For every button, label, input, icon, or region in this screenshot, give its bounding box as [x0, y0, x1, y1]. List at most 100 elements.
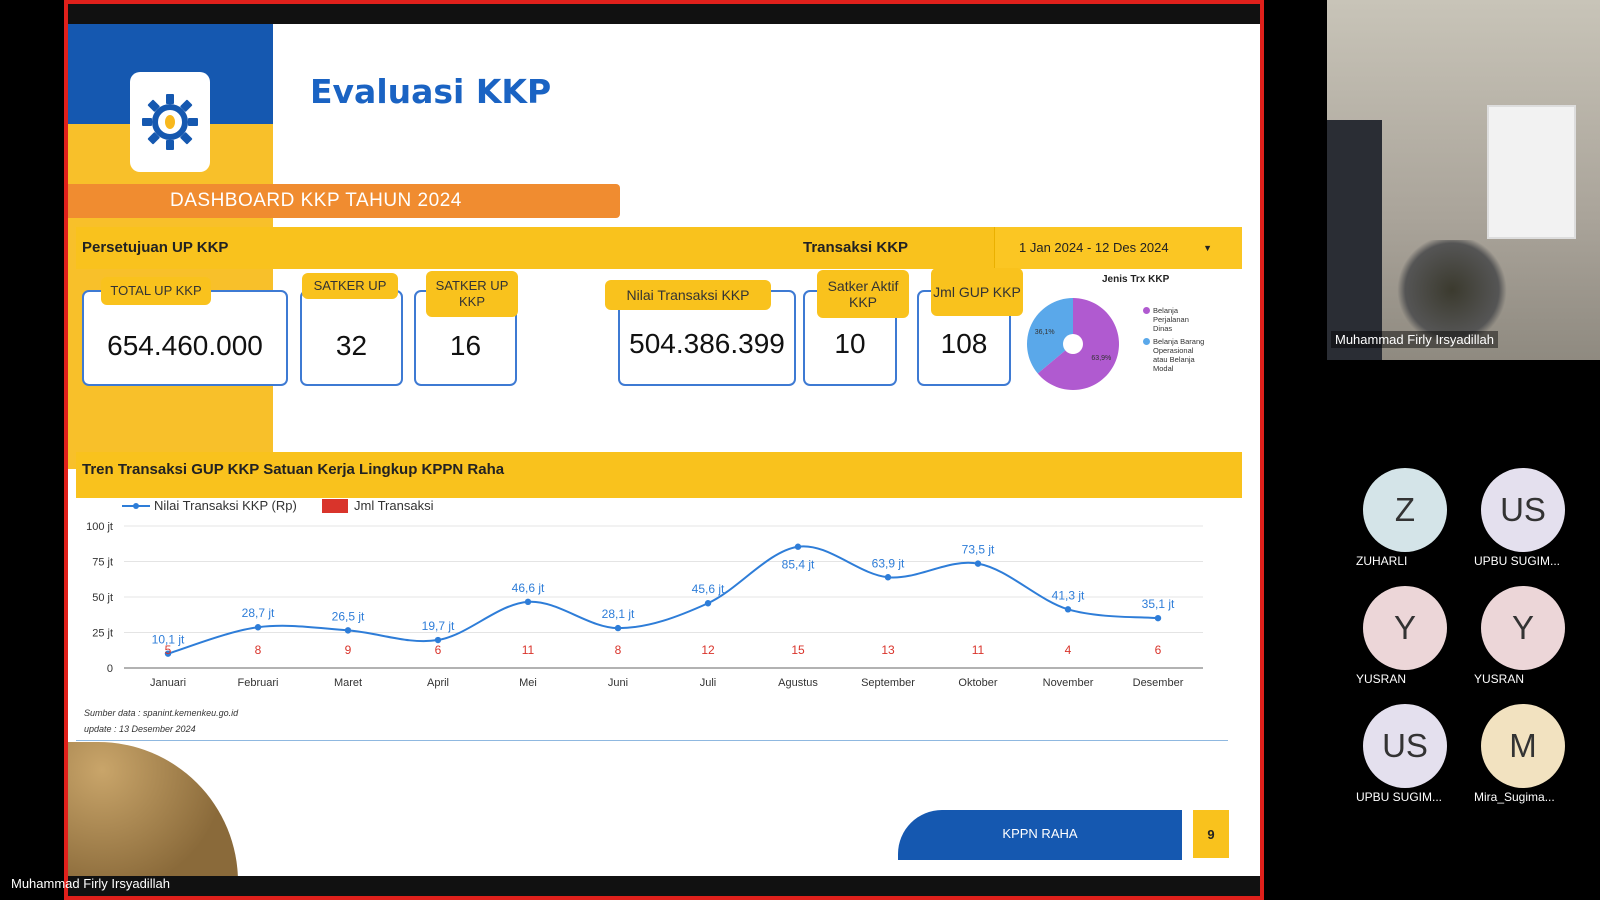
data-label: 63,9 jt [872, 556, 905, 570]
legend-label: Nilai Transaksi KKP (Rp) [154, 498, 297, 513]
participant-name: YUSRAN [1474, 672, 1525, 686]
legend-marker-icon [133, 503, 139, 509]
office-footer: KPPN RAHA [898, 810, 1182, 860]
logo [130, 72, 210, 172]
update-text: update : 13 Desember 2024 [84, 724, 196, 734]
data-point [704, 600, 712, 607]
participant-name: ZUHARLI [1356, 554, 1408, 568]
pie-slice [1027, 298, 1073, 374]
x-tick-label: Maret [334, 677, 362, 689]
card-value: 654.460.000 [107, 330, 263, 361]
card-label: Jml GUP KKP [931, 268, 1023, 316]
series-line [167, 545, 1159, 655]
section-transaksi-label: Transaksi KKP [803, 239, 909, 256]
participant-name: UPBU SUGIM... [1356, 790, 1443, 804]
page-number: 9 [1193, 810, 1229, 858]
data-label: 46,6 jt [512, 581, 545, 595]
pie-title: Jenis Trx KKP [1102, 274, 1170, 285]
data-point [524, 598, 532, 606]
video-tile[interactable]: Muhammad Firly Irsyadillah [1327, 0, 1600, 360]
count-label: 11 [522, 643, 535, 657]
card-label: SATKER UP [302, 273, 398, 299]
card-label: SATKER UP KKP [426, 271, 518, 317]
card-label: Satker Aktif KKP [817, 270, 909, 318]
section-up-label: Persetujuan UP KKP [82, 239, 229, 256]
data-label: 19,7 jt [422, 619, 455, 633]
data-label: 28,7 jt [242, 606, 275, 620]
data-label: 10,1 jt [152, 633, 185, 647]
participant-name: YUSRAN [1356, 672, 1407, 686]
pie-slice-label: 63,9% [1091, 355, 1111, 362]
data-label: 73,5 jt [962, 543, 995, 557]
data-label: 26,5 jt [332, 609, 365, 623]
trend-header-bar: Tren Transaksi GUP KKP Satuan Kerja Ling… [76, 452, 1242, 498]
trend-line-chart: Nilai Transaksi KKP (Rp) Jml Transaksi 0 25… [86, 498, 1203, 689]
legend-swatch-icon [322, 499, 348, 513]
card-value: 10 [834, 328, 866, 359]
x-tick-label: Juni [608, 677, 628, 689]
pie-legend-item: Belanja Barang Operasional atau Belanja … [1143, 337, 1223, 373]
x-tick-label: September [861, 677, 915, 689]
card-label: Nilai Transaksi KKP [605, 280, 771, 310]
data-point [1064, 606, 1072, 613]
legend-label: Belanja Perjalanan Dinas [1153, 306, 1189, 333]
dashboard-banner: DASHBOARD KKP TAHUN 2024 [68, 184, 620, 218]
card-value: 16 [449, 330, 482, 361]
x-tick-label: Mei [519, 677, 537, 689]
slide-title: Evaluasi KKP [310, 72, 552, 111]
x-tick-label: Januari [150, 677, 186, 689]
dropdown-caret-icon: ▼ [1203, 243, 1212, 253]
date-range-text: 1 Jan 2024 - 12 Des 2024 [1019, 240, 1169, 255]
card-value: 32 [335, 330, 368, 361]
count-label: 15 [791, 643, 805, 657]
count-label: 11 [972, 643, 985, 657]
x-tick-label: November [1043, 677, 1094, 689]
date-range-filter[interactable]: 1 Jan 2024 - 12 Des 2024 ▼ [994, 227, 1242, 269]
x-tick-label: Agustus [778, 677, 818, 689]
participant-avatar[interactable]: M [1481, 704, 1565, 788]
participant-avatar[interactable]: US [1481, 468, 1565, 552]
pie-legend-item: Belanja Perjalanan Dinas [1143, 306, 1223, 333]
gear-icon [142, 94, 198, 150]
plant [1392, 240, 1512, 340]
card-satker-up: 32 [300, 290, 403, 386]
legend-dot-icon [1143, 338, 1150, 345]
pie-chart: 36,1% 63,9% [1027, 298, 1119, 390]
y-tick-label: 50 jt [92, 592, 113, 604]
participant-avatar[interactable]: Y [1363, 586, 1447, 670]
legend-label: Jml Transaksi [354, 498, 434, 513]
pie-legend: Belanja Perjalanan Dinas Belanja Barang O… [1143, 306, 1223, 377]
presenter-name-label: Muhammad Firly Irsyadillah [11, 876, 170, 891]
building-photo [68, 742, 238, 876]
participant-name: Mira_Sugima... [1474, 790, 1555, 804]
data-point [1154, 614, 1162, 622]
data-point [614, 624, 622, 632]
card-label: TOTAL UP KKP [101, 277, 211, 305]
video-participant-name: Muhammad Firly Irsyadillah [1331, 331, 1498, 348]
participant-name: UPBU SUGIM... [1474, 554, 1561, 568]
data-point [254, 624, 262, 631]
x-tick-label: Juli [700, 677, 717, 689]
data-label: 28,1 jt [602, 607, 635, 621]
count-label: 13 [881, 643, 895, 657]
x-tick-label: Desember [1133, 677, 1184, 689]
data-label: 85,4 jt [782, 558, 815, 572]
x-tick-label: Oktober [958, 677, 997, 689]
count-label: 9 [345, 643, 352, 657]
y-tick-label: 75 jt [92, 557, 113, 569]
participant-avatar[interactable]: Y [1481, 586, 1565, 670]
data-point [344, 627, 352, 634]
source-text: Sumber data : spanint.kemenkeu.go.id [84, 708, 239, 718]
participant-avatar[interactable]: US [1363, 704, 1447, 788]
pie-slice-label: 36,1% [1035, 329, 1055, 336]
count-label: 8 [615, 643, 622, 657]
data-point [434, 636, 442, 644]
card-value: 504.386.399 [629, 328, 785, 359]
pie-hole [1063, 334, 1083, 354]
card-value: 108 [940, 328, 988, 359]
count-label: 6 [1155, 643, 1162, 657]
data-label: 41,3 jt [1052, 588, 1085, 602]
participant-avatar[interactable]: Z [1363, 468, 1447, 552]
data-label: 35,1 jt [1142, 597, 1175, 611]
count-label: 8 [255, 643, 262, 657]
